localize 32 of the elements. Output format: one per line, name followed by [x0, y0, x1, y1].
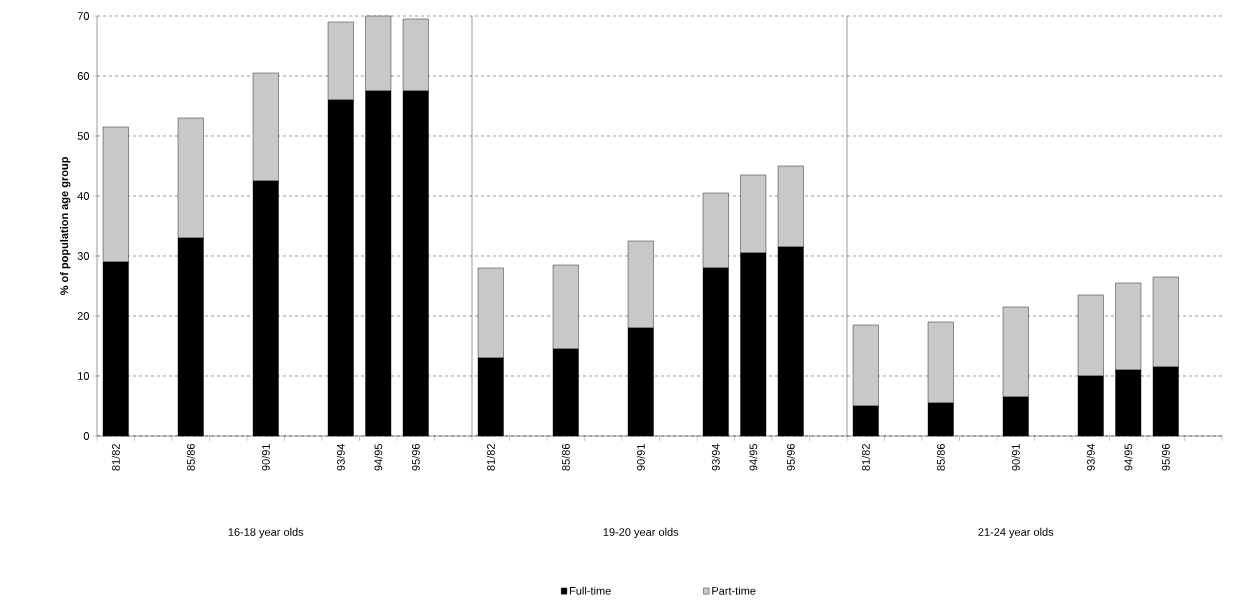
y-tick-label: 60 [77, 72, 90, 80]
x-tick-label: 95/96 [1161, 444, 1170, 471]
x-tick-label: 93/94 [1086, 443, 1095, 471]
y-axis-title: % of population age group [60, 157, 71, 296]
x-tick-label: 95/96 [786, 444, 795, 471]
x-tick-label: 94/95 [1124, 443, 1133, 471]
x-tick-label: 90/91 [636, 444, 645, 471]
x-tick-label: 85/86 [561, 444, 570, 471]
y-tick-label: 30 [77, 252, 90, 260]
legend-label: Full-time [570, 586, 611, 595]
x-tick-label: 95/96 [411, 444, 420, 471]
x-tick-label: 81/82 [861, 444, 870, 471]
y-tick-label: 20 [77, 312, 90, 320]
y-tick-label: 10 [78, 372, 90, 380]
x-tick-label: 94/95 [374, 443, 383, 471]
x-tick-label: 85/86 [936, 444, 945, 471]
y-tick-label: 40 [77, 192, 90, 200]
x-tick-label: 94/95 [749, 443, 758, 471]
x-tick-label: 90/91 [1011, 444, 1020, 471]
text: 21-24 year olds [978, 527, 1054, 539]
y-tick-label: 0 [83, 432, 90, 440]
text: 16-18 year olds [228, 527, 304, 539]
x-tick-label: 85/86 [186, 444, 195, 471]
x-tick-label: 93/94 [336, 443, 345, 471]
x-tick-label: 93/94 [711, 443, 720, 471]
x-tick-label: 90/91 [261, 444, 270, 471]
text: 19-20 year olds [603, 527, 679, 539]
x-tick-label: 81/82 [486, 444, 495, 471]
y-tick-label: 70 [77, 12, 90, 20]
legend-label: Part-time [712, 586, 756, 595]
x-tick-label: 81/82 [111, 444, 120, 471]
y-tick-label: 50 [77, 132, 90, 140]
